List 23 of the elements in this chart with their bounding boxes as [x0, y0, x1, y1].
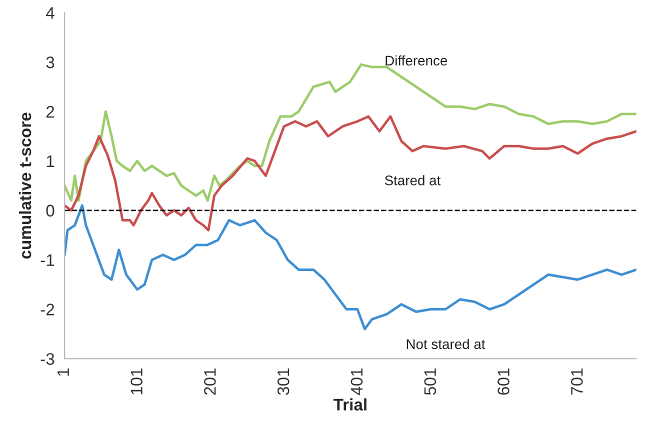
- text: Not stared at: [406, 338, 486, 350]
- x-tick-label: 301: [277, 368, 290, 395]
- y-tick-label: -3: [40, 353, 54, 365]
- line-series: [64, 115, 636, 232]
- y-tick-label: -1: [40, 254, 54, 266]
- x-tick-label: 101: [130, 368, 142, 394]
- line-series: [64, 204, 636, 330]
- y-tick-label: 4: [46, 7, 54, 19]
- series-label: Difference: [386, 55, 448, 66]
- y-tick-label: 0: [46, 204, 54, 217]
- y-tick-label: -2: [40, 304, 54, 316]
- y-tick-label: 1: [46, 156, 54, 167]
- x-tick-label: 401: [350, 368, 363, 396]
- y-tick-label: 2: [46, 106, 54, 118]
- y-tick-label: 3: [46, 56, 54, 68]
- x-tick-label: 601: [498, 368, 510, 395]
- x-tick-label: 501: [424, 368, 436, 395]
- x-tick-label: 1: [57, 368, 69, 376]
- y-axis-title: cumulative t-score: [18, 112, 32, 259]
- x-tick-label: 701: [571, 368, 583, 395]
- series-label: Stared at: [384, 175, 441, 186]
- x-tick-label: 201: [204, 368, 216, 395]
- x-axis-title: Trial: [334, 398, 366, 411]
